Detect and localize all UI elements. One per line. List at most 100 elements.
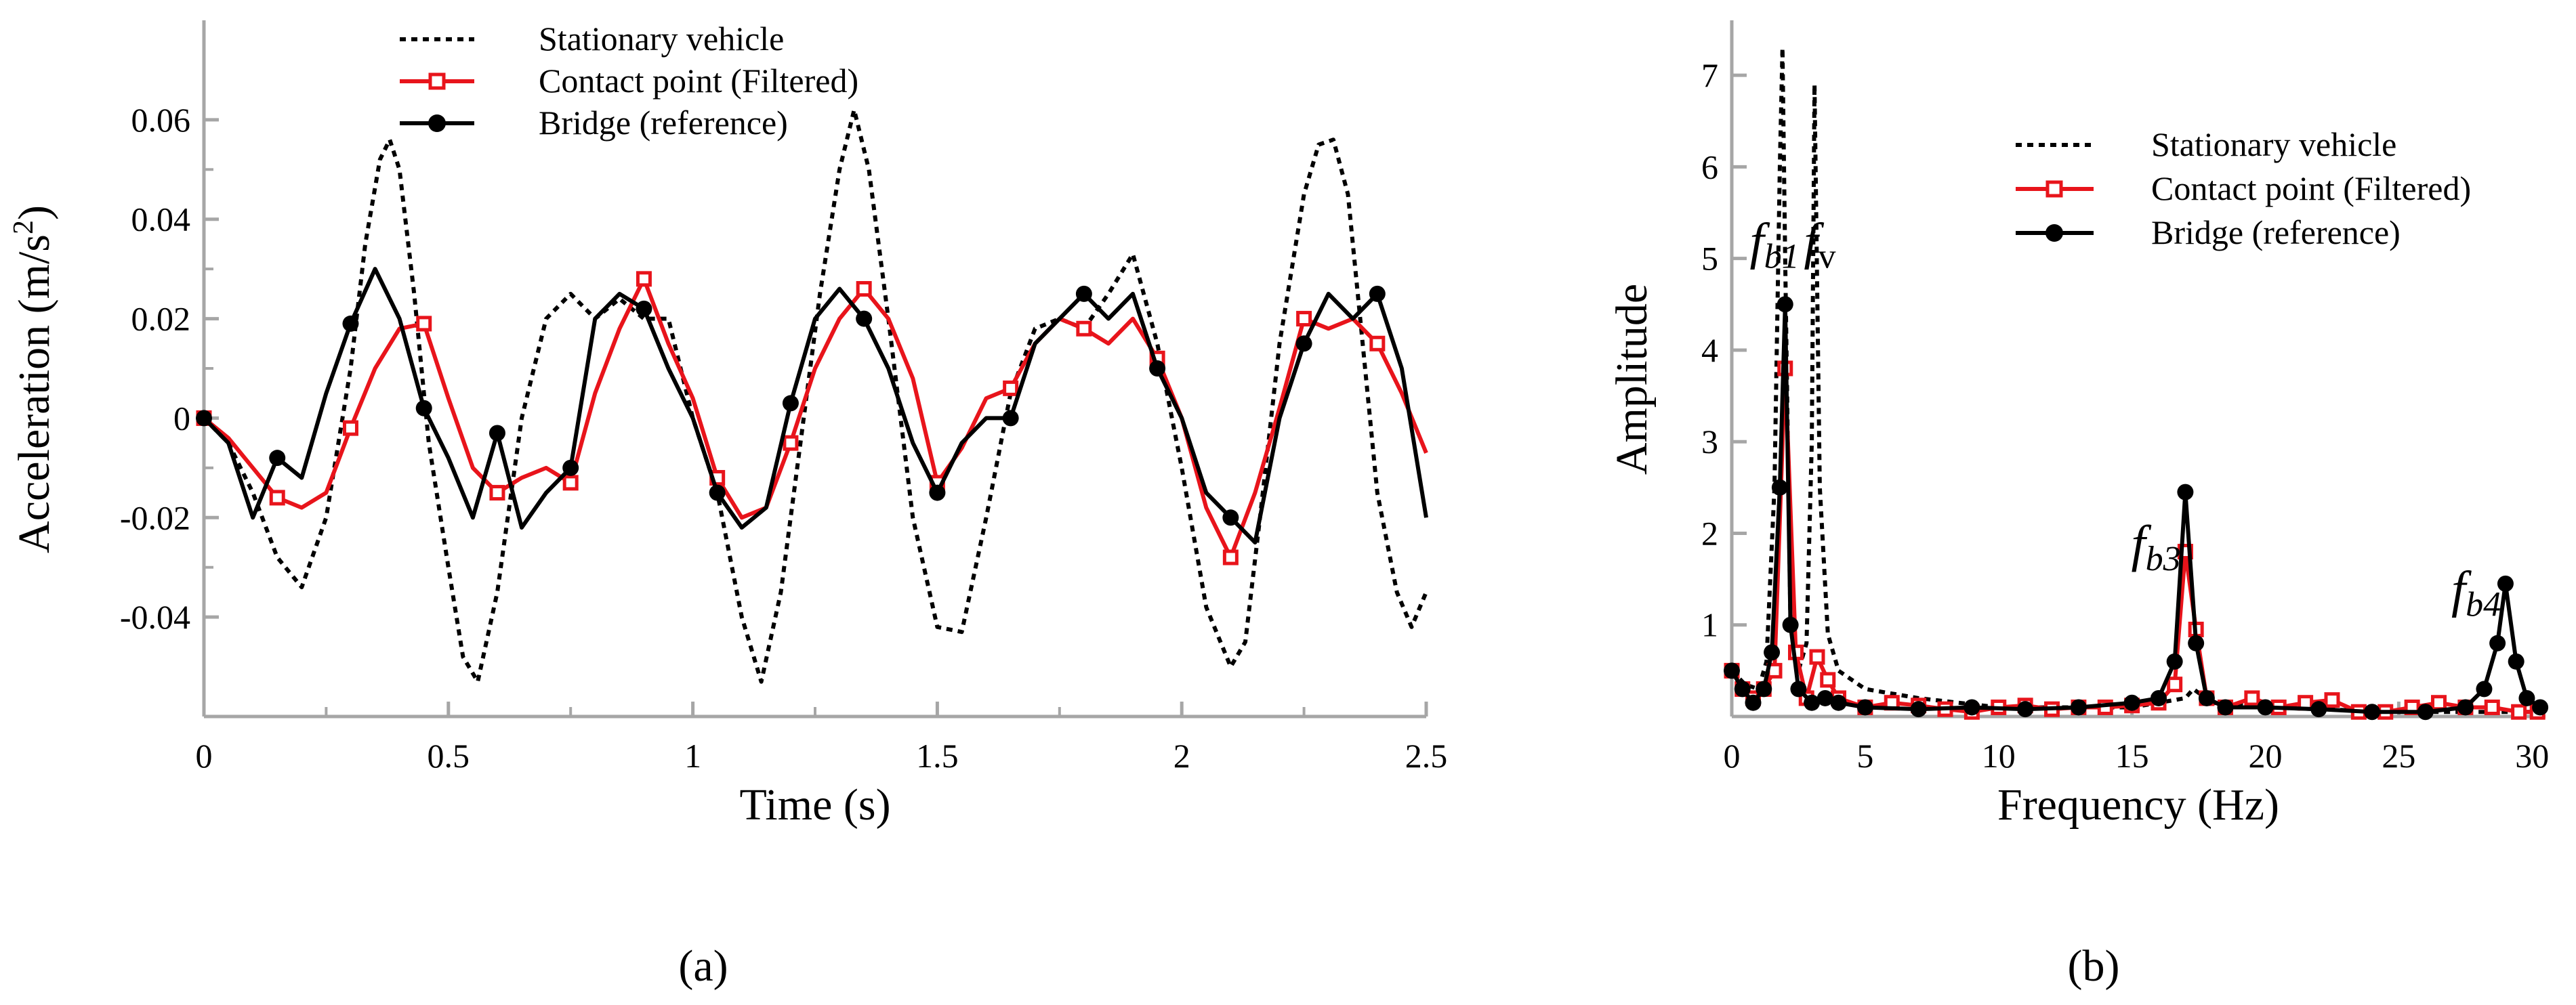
a-series-black-circle-point bbox=[1075, 285, 1092, 302]
b-xtick-label: 30 bbox=[2515, 737, 2549, 775]
a-series-red-square-point bbox=[1222, 549, 1239, 565]
a-series-dotted-line bbox=[202, 108, 1428, 684]
a-series-black-circle-point bbox=[1002, 410, 1019, 427]
b-annotations: fb1 fv fb3 fb4 bbox=[1749, 213, 2501, 624]
b-ytick-label: 5 bbox=[1701, 240, 1718, 278]
b-series bbox=[1724, 45, 2549, 721]
b-series-black-circle-point bbox=[2257, 699, 2274, 716]
b-series-black-circle-point bbox=[2166, 653, 2183, 670]
b-xtick-label: 25 bbox=[2382, 737, 2415, 775]
a-ylabel-sup: 2 bbox=[8, 220, 39, 234]
b-series-black-circle-point bbox=[1756, 681, 1772, 698]
annotation-f-v: fv bbox=[1804, 213, 1835, 276]
b-series-black-circle-point bbox=[1910, 701, 1927, 718]
b-ytick-label: 1 bbox=[1701, 606, 1718, 644]
a-series-black-circle-point bbox=[1369, 285, 1386, 302]
b-series-red-square-point bbox=[2244, 690, 2260, 706]
a-series-black-circle-point bbox=[709, 484, 726, 501]
b-series-black-circle-point bbox=[2476, 681, 2493, 698]
a-ylabel: Acceleration (m/s2) bbox=[8, 205, 59, 553]
annotation-f-b1: fb1 bbox=[1749, 213, 1799, 276]
a-xticks: 0 0.5 1 1.5 2 2.5 bbox=[196, 702, 1448, 775]
b-series-black-circle-point bbox=[2518, 689, 2535, 706]
b-series-black-circle-point bbox=[2508, 653, 2525, 670]
a-xtick-label: 2.5 bbox=[1405, 737, 1448, 775]
a-series-black-circle-point bbox=[489, 425, 505, 442]
a-xtick-label: 1.5 bbox=[916, 737, 959, 775]
a-xtick-label: 1 bbox=[684, 737, 701, 775]
b-series-black-circle-point bbox=[1782, 616, 1799, 633]
b-series-black-circle-point bbox=[2151, 689, 2167, 706]
a-series-red-square-point bbox=[416, 316, 432, 332]
b-series-black-circle-line bbox=[1730, 302, 2541, 714]
a-series-black-circle-point bbox=[1149, 360, 1166, 377]
b-series-black-circle-point bbox=[1724, 662, 1740, 679]
b-series-black-circle-point bbox=[2532, 699, 2549, 716]
b-ytick-label: 2 bbox=[1701, 514, 1718, 552]
a-ytick-label: 0.02 bbox=[131, 300, 191, 338]
a-xtick-label: 0.5 bbox=[428, 737, 470, 775]
annotation-sub: b1 bbox=[1764, 238, 1800, 276]
a-series-black-circle-point bbox=[196, 410, 212, 427]
a-xtick-label: 0 bbox=[196, 737, 213, 775]
a-legend-marker-bridge bbox=[428, 114, 446, 132]
b-series-black-circle-point bbox=[1804, 694, 1821, 711]
a-series-red-square-point bbox=[269, 490, 285, 506]
b-series-black-circle-point bbox=[1830, 694, 1847, 711]
b-series-dotted-line bbox=[1730, 45, 2533, 714]
b-legend-marker-contact bbox=[2045, 180, 2063, 198]
annotation-f-b4: fb4 bbox=[2451, 561, 2501, 624]
a-ylabel-end: ) bbox=[9, 205, 59, 220]
b-xtick-label: 15 bbox=[2115, 737, 2149, 775]
b-series-black-circle-point bbox=[1734, 681, 1751, 698]
a-series-black-circle-point bbox=[1295, 335, 1312, 352]
b-series-black-circle-point bbox=[2188, 635, 2205, 651]
a-panel-label: (a) bbox=[678, 941, 728, 991]
a-series-red-square-point bbox=[1003, 380, 1019, 396]
a-ytick-label: 0 bbox=[173, 399, 190, 437]
b-ytick-label: 4 bbox=[1701, 331, 1718, 369]
b-legend-label-stationary: Stationary vehicle bbox=[2151, 125, 2396, 163]
a-series-black-circle-point bbox=[269, 450, 286, 467]
b-xtick-label: 0 bbox=[1724, 737, 1741, 775]
b-legend-marker-bridge bbox=[2045, 224, 2063, 242]
b-series-black-circle-point bbox=[2310, 701, 2327, 718]
a-series-red-square-point bbox=[562, 475, 579, 491]
a-xtick-label: 2 bbox=[1173, 737, 1190, 775]
b-xtick-label: 5 bbox=[1856, 737, 1873, 775]
b-series-red-square-point bbox=[2511, 704, 2527, 720]
b-series-red-square-point bbox=[2484, 699, 2500, 715]
b-panel-label: (b) bbox=[2068, 941, 2120, 991]
b-series-black-circle-point bbox=[2070, 699, 2087, 716]
b-xticks: 0 5 10 15 20 25 30 bbox=[1724, 702, 2549, 775]
a-series-black-circle-point bbox=[342, 315, 359, 332]
a-series-red-square-point bbox=[1296, 311, 1312, 327]
a-xlabel: Time (s) bbox=[739, 780, 890, 830]
b-series-black-circle-point bbox=[2217, 699, 2234, 716]
b-series-black-circle-point bbox=[2123, 694, 2140, 711]
panel-b: 0 5 10 15 20 25 30 1 2 3 4 5 6 7 Frequency (Hz) Ampl… bbox=[1607, 20, 2549, 991]
b-xtick-label: 20 bbox=[2249, 737, 2283, 775]
b-series-black-circle-point bbox=[2177, 484, 2194, 500]
a-ytick-label: -0.04 bbox=[120, 598, 190, 636]
b-series-black-circle-point bbox=[1745, 694, 1762, 711]
a-series-red-square-point bbox=[856, 281, 872, 297]
b-series-black-circle-point bbox=[1816, 689, 1833, 706]
a-ytick-label: 0.04 bbox=[131, 200, 191, 238]
b-yticks: 1 2 3 4 5 6 7 bbox=[1701, 56, 1747, 644]
a-series-black-circle-point bbox=[929, 484, 946, 501]
b-ylabel: Amplitude bbox=[1607, 284, 1657, 475]
b-series-black-circle-point bbox=[2417, 704, 2434, 721]
b-series-black-circle-point bbox=[2364, 704, 2381, 721]
b-ytick-label: 3 bbox=[1701, 423, 1718, 461]
b-series-black-circle-point bbox=[1856, 699, 1873, 716]
b-series-black-circle-point bbox=[1777, 296, 1793, 313]
annotation-sub: b4 bbox=[2466, 586, 2501, 624]
b-series-black-circle-point bbox=[2198, 689, 2215, 706]
a-series-red-square-point bbox=[342, 420, 358, 436]
a-series-black-circle-point bbox=[636, 300, 652, 317]
b-xlabel: Frequency (Hz) bbox=[1997, 780, 2279, 830]
a-series-black-circle-point bbox=[415, 400, 432, 416]
b-legend-label-contact: Contact point (Filtered) bbox=[2151, 169, 2471, 207]
